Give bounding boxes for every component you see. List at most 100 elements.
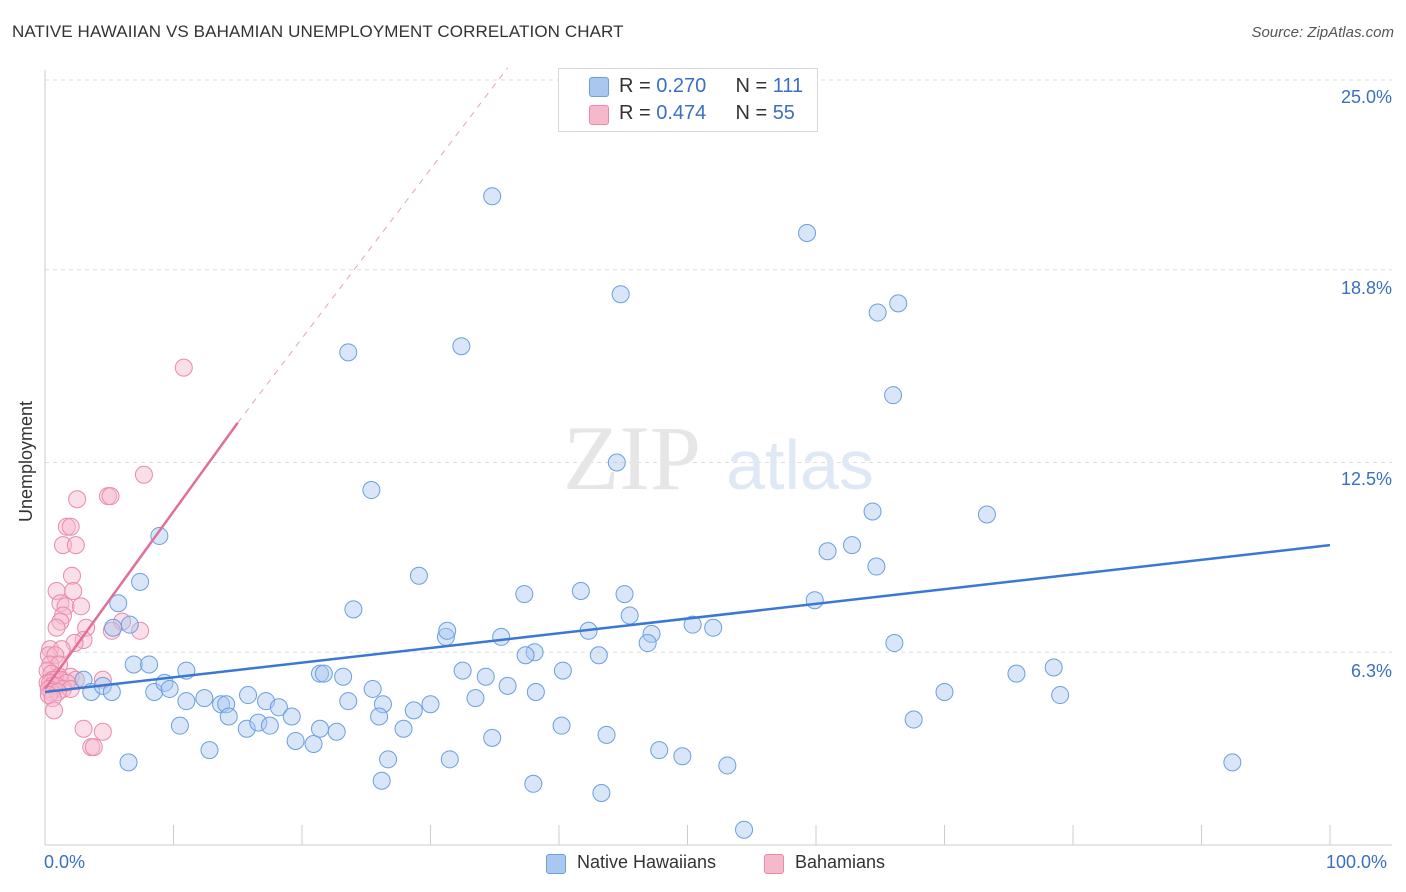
- native-hawaiians-point: [977, 505, 996, 524]
- native-hawaiians-point: [339, 692, 358, 711]
- native-hawaiians-point: [237, 719, 256, 738]
- native-hawaiians-point: [104, 618, 123, 637]
- bahamians-point: [53, 536, 72, 555]
- bahamians-point: [61, 517, 80, 536]
- native-hawaiians-point: [200, 741, 219, 760]
- bahamians-point: [46, 646, 65, 665]
- x-tick-label-100: 100.0%: [1326, 852, 1388, 872]
- native-hawaiians-point: [615, 585, 634, 604]
- native-hawaiians-point: [904, 710, 923, 729]
- y-tick-label-12-5: 12.5%: [1340, 469, 1392, 489]
- native-hawaiians-point: [1044, 658, 1063, 677]
- bottom-legend-swatch-blue: [546, 854, 566, 874]
- legend-r-label: R =: [619, 102, 657, 124]
- native-hawaiians-point: [515, 585, 534, 604]
- bahamians-point: [68, 490, 87, 509]
- native-hawaiians-point: [798, 224, 817, 242]
- native-hawaiians-point: [483, 728, 502, 747]
- native-hawaiians-point: [589, 646, 608, 665]
- native-hawaiians-point: [282, 707, 301, 726]
- bottom-legend-bahamians: Bahamians: [795, 852, 886, 872]
- native-hawaiians-point: [492, 627, 511, 646]
- native-hawaiians-point: [805, 591, 824, 610]
- bahamians-points: [38, 358, 193, 757]
- native-hawaiians-point: [638, 634, 657, 653]
- bahamians-point: [62, 566, 81, 585]
- watermark-zip: ZIP: [563, 407, 701, 509]
- native-hawaiians-point: [438, 621, 457, 640]
- native-hawaiians-point: [884, 386, 903, 405]
- native-hawaiians-point: [526, 683, 545, 701]
- native-hawaiians-point: [592, 783, 611, 802]
- correlation-legend: R = 0.270 N = 111 R = 0.474 N = 55: [558, 68, 818, 132]
- native-hawaiians-point: [269, 698, 288, 717]
- gridlines: [45, 79, 1392, 653]
- native-hawaiians-point: [327, 722, 346, 741]
- x-tick-label-0: 0.0%: [44, 852, 86, 872]
- legend-swatch-pink: [589, 105, 609, 125]
- native-hawaiians-point: [453, 661, 472, 680]
- chart-title: NATIVE HAWAIIAN VS BAHAMIAN UNEMPLOYMENT…: [12, 22, 624, 41]
- watermark: ZIP atlas: [563, 407, 874, 509]
- native-hawaiians-point: [611, 285, 630, 304]
- native-hawaiians-point: [863, 502, 882, 521]
- native-hawaiians-point: [177, 692, 196, 711]
- native-hawaiians-point: [404, 701, 423, 720]
- native-hawaiians-point: [1223, 753, 1242, 772]
- y-tick-label-25: 25.0%: [1340, 87, 1392, 107]
- native-hawaiians-point: [109, 594, 128, 613]
- native-hawaiians-point: [440, 750, 459, 769]
- native-hawaiians-point: [516, 646, 535, 665]
- bahamians-point: [39, 646, 58, 665]
- native-hawaiians-point: [466, 689, 485, 708]
- native-hawaiians-point: [498, 676, 517, 695]
- native-hawaiians-point: [124, 655, 143, 674]
- native-hawaiians-point: [394, 719, 413, 738]
- native-hawaiians-point: [483, 187, 502, 206]
- native-hawaiians-point: [310, 719, 329, 738]
- native-hawaiians-point: [370, 707, 389, 726]
- native-hawaiians-point: [1007, 664, 1026, 683]
- native-hawaiians-point: [131, 572, 150, 591]
- legend-n-label: N =: [735, 75, 773, 97]
- native-hawaiians-point: [935, 683, 954, 701]
- native-hawaiians-point: [140, 655, 159, 674]
- native-hawaiians-point: [339, 343, 358, 362]
- native-hawaiians-point: [314, 664, 333, 683]
- native-hawaiians-point: [409, 566, 428, 585]
- native-hawaiians-point: [304, 735, 323, 754]
- native-hawaiians-point: [120, 615, 139, 634]
- source-label: Source: ZipAtlas.com: [1251, 24, 1394, 41]
- native-hawaiians-point: [421, 695, 440, 714]
- native-hawaiians-point: [379, 750, 398, 769]
- legend-swatch-blue: [589, 77, 609, 97]
- native-hawaiians-point: [867, 557, 886, 576]
- bahamians-point: [64, 582, 83, 601]
- native-hawaiians-point: [119, 753, 138, 772]
- bahamians-point: [44, 701, 63, 720]
- native-hawaiians-point: [718, 756, 737, 775]
- native-hawaiians-point: [607, 453, 626, 472]
- native-hawaiians-point: [642, 624, 661, 643]
- legend-r-value: 0.270: [656, 75, 707, 97]
- native-hawaiians-point: [362, 481, 381, 500]
- native-hawaiians-point: [818, 542, 837, 561]
- native-hawaiians-point: [735, 820, 754, 839]
- watermark-atlas: atlas: [726, 426, 874, 504]
- native-hawaiians-point: [195, 689, 214, 708]
- bahamians-point: [74, 719, 93, 738]
- native-hawaiians-point: [150, 526, 169, 545]
- legend-r-value: 0.474: [656, 102, 707, 124]
- native-hawaiians-point: [553, 661, 572, 680]
- native-hawaiians-point: [239, 686, 258, 705]
- bahamians-point: [102, 621, 121, 640]
- bahamians-point: [134, 465, 153, 484]
- trendlines: [43, 67, 1331, 694]
- native-hawaiians-point: [842, 536, 861, 555]
- bottom-legend-swatch-pink: [764, 854, 784, 874]
- bahamians-trendline: [43, 421, 239, 690]
- legend-r-label: R =: [619, 75, 657, 97]
- bahamians-point: [84, 738, 103, 757]
- native-hawaiians-point: [552, 716, 571, 735]
